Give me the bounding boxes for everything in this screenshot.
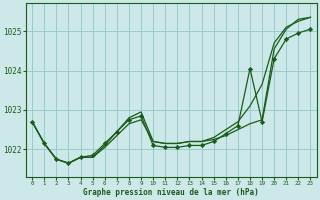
X-axis label: Graphe pression niveau de la mer (hPa): Graphe pression niveau de la mer (hPa) [84, 188, 259, 197]
